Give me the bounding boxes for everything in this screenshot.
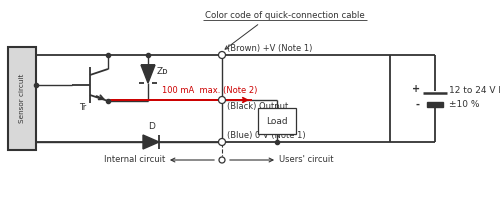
Text: Zᴅ: Zᴅ bbox=[157, 66, 168, 75]
Text: -: - bbox=[416, 99, 420, 110]
Text: +: + bbox=[412, 84, 420, 94]
Circle shape bbox=[219, 157, 225, 163]
Text: Internal circuit: Internal circuit bbox=[104, 156, 165, 164]
Bar bbox=[258, 108, 296, 134]
Bar bbox=[427, 102, 443, 106]
Text: Load: Load bbox=[266, 116, 288, 126]
Circle shape bbox=[218, 97, 226, 104]
Polygon shape bbox=[143, 135, 159, 149]
Text: (Black) Output: (Black) Output bbox=[227, 102, 288, 111]
Text: 100 mA  max. (Note 2): 100 mA max. (Note 2) bbox=[162, 86, 258, 95]
Polygon shape bbox=[141, 65, 155, 83]
Circle shape bbox=[218, 51, 226, 58]
Text: Sensor circuit: Sensor circuit bbox=[19, 74, 25, 123]
Text: Users' circuit: Users' circuit bbox=[279, 156, 334, 164]
Text: (Brown) +V (Note 1): (Brown) +V (Note 1) bbox=[227, 44, 312, 53]
Text: Color code of quick-connection cable: Color code of quick-connection cable bbox=[205, 10, 365, 20]
Text: ±10 %: ±10 % bbox=[449, 100, 480, 109]
Text: 12 to 24 V DC: 12 to 24 V DC bbox=[449, 86, 500, 95]
Text: D: D bbox=[148, 122, 156, 131]
Circle shape bbox=[218, 138, 226, 146]
Text: Tr: Tr bbox=[79, 103, 86, 112]
Text: (Blue) 0 V (Note 1): (Blue) 0 V (Note 1) bbox=[227, 131, 306, 140]
Bar bbox=[8, 47, 36, 150]
